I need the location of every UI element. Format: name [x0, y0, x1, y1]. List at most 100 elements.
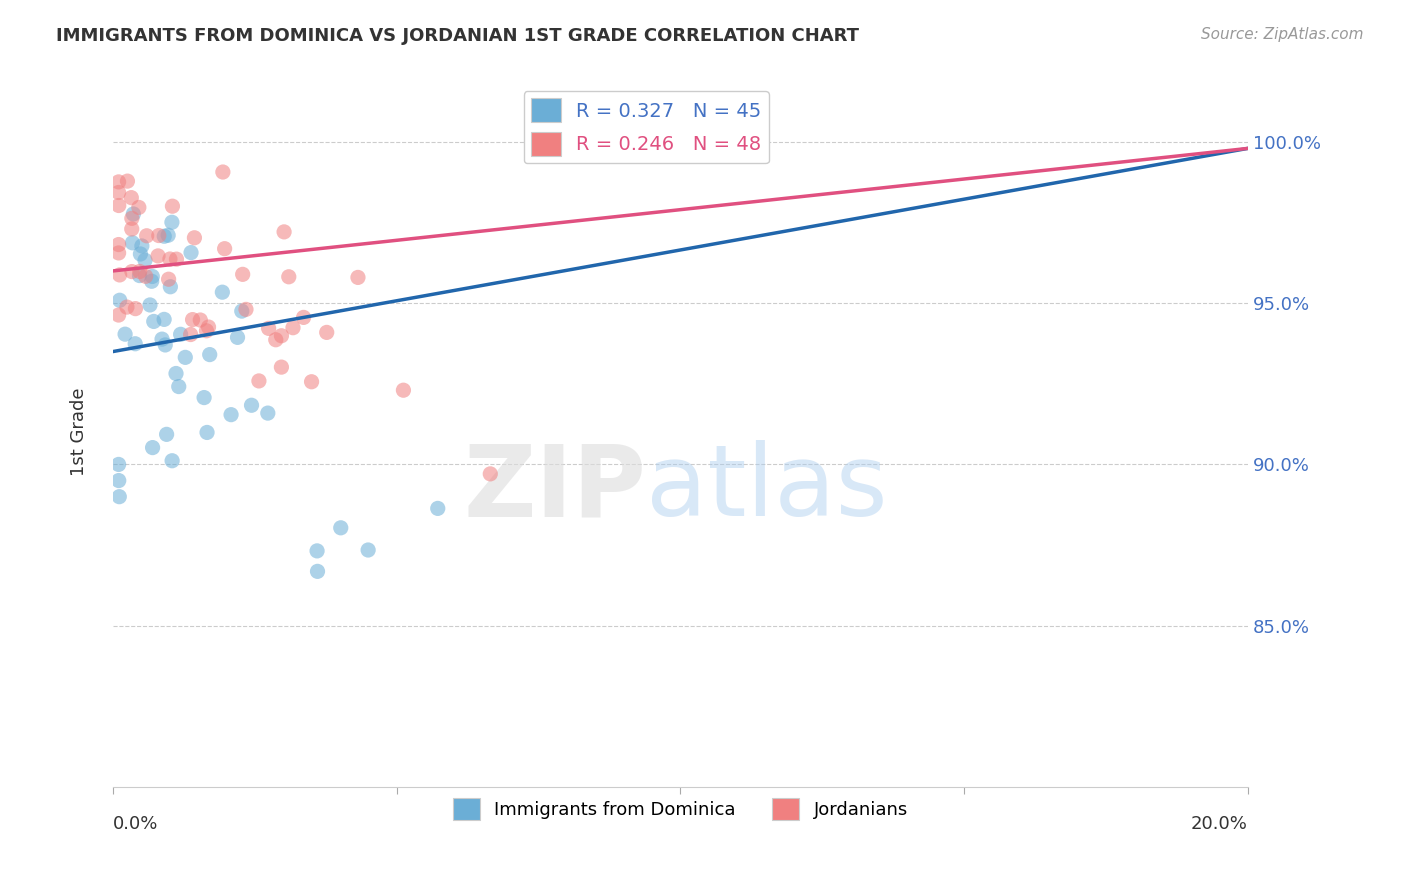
Point: [315, 326, 337, 340]
Point: [108, 268, 131, 282]
Point: [155, 338, 177, 352]
Point: [181, 312, 204, 326]
Point: [329, 521, 352, 535]
Point: [183, 231, 205, 245]
Point: [247, 374, 270, 388]
Point: [107, 458, 129, 472]
Point: [162, 199, 184, 213]
Point: [139, 298, 162, 312]
Point: [121, 235, 143, 250]
Point: [195, 425, 218, 440]
Text: Source: ZipAtlas.com: Source: ZipAtlas.com: [1201, 27, 1364, 42]
Text: 0.0%: 0.0%: [112, 815, 159, 833]
Point: [107, 175, 129, 189]
Point: [108, 293, 131, 308]
Point: [292, 310, 315, 325]
Point: [277, 269, 299, 284]
Point: [134, 253, 156, 268]
Point: [188, 313, 211, 327]
Point: [264, 333, 287, 347]
Point: [307, 544, 329, 558]
Text: IMMIGRANTS FROM DOMINICA VS JORDANIAN 1ST GRADE CORRELATION CHART: IMMIGRANTS FROM DOMINICA VS JORDANIAN 1S…: [56, 27, 859, 45]
Point: [124, 336, 146, 351]
Point: [135, 228, 157, 243]
Point: [270, 360, 292, 375]
Point: [155, 427, 177, 442]
Point: [128, 201, 150, 215]
Point: [122, 207, 145, 221]
Point: [141, 269, 163, 284]
Point: [174, 351, 197, 365]
Point: [107, 237, 129, 252]
Point: [226, 330, 249, 344]
Point: [157, 272, 180, 286]
Point: [165, 367, 187, 381]
Point: [160, 454, 183, 468]
Point: [167, 379, 190, 393]
Text: 1st Grade: 1st Grade: [70, 388, 89, 476]
Point: [281, 320, 304, 334]
Point: [270, 328, 292, 343]
Point: [120, 191, 142, 205]
Point: [235, 302, 257, 317]
Point: [129, 247, 152, 261]
Point: [160, 215, 183, 229]
Point: [153, 229, 176, 244]
Point: [117, 174, 139, 188]
Point: [159, 279, 181, 293]
Point: [166, 252, 188, 267]
Point: [211, 285, 233, 300]
Point: [131, 239, 153, 253]
Text: ZIP: ZIP: [464, 441, 647, 538]
Point: [180, 245, 202, 260]
Point: [180, 327, 202, 342]
Point: [212, 165, 235, 179]
Point: [153, 312, 176, 326]
Point: [146, 249, 169, 263]
Point: [121, 222, 143, 236]
Point: [197, 320, 219, 334]
Point: [107, 198, 129, 212]
Point: [115, 300, 138, 314]
Point: [256, 406, 278, 420]
Point: [301, 375, 323, 389]
Point: [240, 398, 263, 412]
Point: [142, 441, 165, 455]
Point: [107, 246, 129, 260]
Point: [128, 268, 150, 283]
Point: [124, 301, 146, 316]
Legend: Immigrants from Dominica, Jordanians: Immigrants from Dominica, Jordanians: [446, 791, 915, 828]
Point: [219, 408, 242, 422]
Point: [150, 332, 173, 346]
Text: atlas: atlas: [647, 441, 889, 538]
Point: [114, 327, 136, 342]
Point: [426, 501, 449, 516]
Point: [257, 321, 280, 335]
Point: [273, 225, 295, 239]
Point: [135, 269, 157, 284]
Point: [195, 324, 218, 338]
Point: [148, 228, 170, 243]
Point: [193, 391, 215, 405]
Point: [214, 242, 236, 256]
Point: [121, 211, 143, 226]
Point: [128, 264, 150, 278]
Point: [157, 228, 180, 243]
Point: [347, 270, 370, 285]
Point: [392, 383, 415, 397]
Point: [198, 348, 221, 362]
Point: [159, 252, 181, 266]
Point: [107, 474, 129, 488]
Point: [107, 186, 129, 200]
Point: [479, 467, 502, 481]
Point: [108, 490, 131, 504]
Text: 20.0%: 20.0%: [1191, 815, 1249, 833]
Point: [357, 543, 380, 558]
Point: [121, 264, 143, 278]
Point: [107, 308, 129, 322]
Point: [307, 565, 329, 579]
Point: [231, 304, 253, 318]
Point: [142, 314, 165, 328]
Point: [169, 327, 191, 342]
Point: [141, 274, 163, 288]
